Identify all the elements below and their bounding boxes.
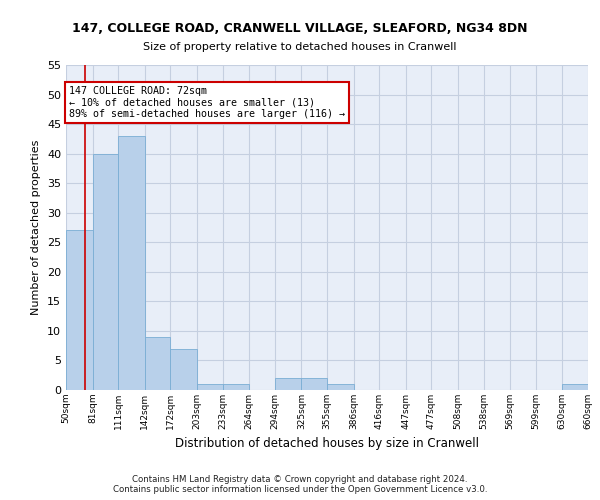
Bar — [223, 384, 249, 390]
Y-axis label: Number of detached properties: Number of detached properties — [31, 140, 41, 315]
Bar — [66, 230, 92, 390]
Bar — [170, 348, 197, 390]
Bar — [197, 384, 223, 390]
Bar — [118, 136, 145, 390]
Text: Contains HM Land Registry data © Crown copyright and database right 2024.
Contai: Contains HM Land Registry data © Crown c… — [113, 474, 487, 494]
X-axis label: Distribution of detached houses by size in Cranwell: Distribution of detached houses by size … — [175, 438, 479, 450]
Bar — [145, 337, 170, 390]
Text: Size of property relative to detached houses in Cranwell: Size of property relative to detached ho… — [143, 42, 457, 52]
Bar — [275, 378, 301, 390]
Text: 147 COLLEGE ROAD: 72sqm
← 10% of detached houses are smaller (13)
89% of semi-de: 147 COLLEGE ROAD: 72sqm ← 10% of detache… — [70, 86, 346, 119]
Bar — [92, 154, 118, 390]
Bar — [327, 384, 353, 390]
Bar — [562, 384, 588, 390]
Bar — [301, 378, 327, 390]
Text: 147, COLLEGE ROAD, CRANWELL VILLAGE, SLEAFORD, NG34 8DN: 147, COLLEGE ROAD, CRANWELL VILLAGE, SLE… — [72, 22, 528, 36]
